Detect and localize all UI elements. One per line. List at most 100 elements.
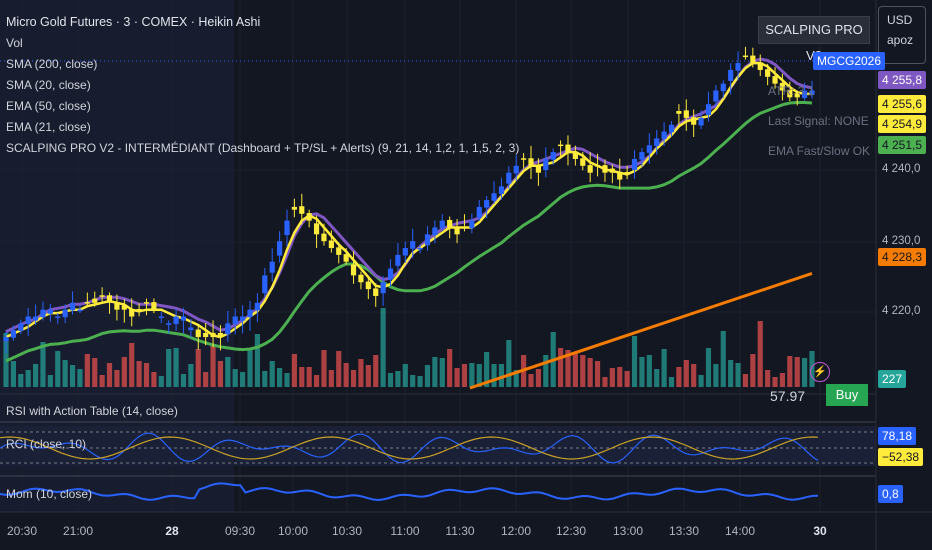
rsi-pane-label[interactable]: RSI with Action Table (14, close): [6, 404, 178, 418]
candle-body: [284, 220, 290, 236]
candle-body: [402, 248, 408, 256]
candle-body: [631, 158, 638, 170]
mom-pane-label[interactable]: Mom (10, close): [6, 487, 93, 501]
sma200-line: [469, 271, 813, 390]
volume-bar: [691, 364, 697, 387]
candle-body: [173, 316, 179, 325]
volume-bar: [210, 345, 216, 387]
legend-sma200[interactable]: SMA (200, close): [6, 57, 98, 71]
volume-bar: [373, 355, 379, 387]
volume-bar: [99, 375, 105, 387]
candle-body: [18, 323, 24, 331]
volume-bar: [787, 356, 793, 387]
candle-body: [166, 323, 172, 325]
chart-legend: Micro Gold Futures · 3 · COMEX · Heikin …: [6, 12, 519, 159]
candle-body: [77, 309, 83, 312]
candle-body: [151, 302, 157, 310]
legend-sma20[interactable]: SMA (20, close): [6, 78, 91, 92]
x-tick-label: 21:00: [62, 524, 94, 538]
lightning-icon[interactable]: ⚡: [810, 362, 830, 382]
volume-bar: [557, 348, 564, 387]
volume-bar: [602, 377, 608, 387]
candle-body: [461, 226, 468, 229]
candle-body: [232, 316, 238, 325]
candle-body: [336, 247, 342, 255]
volume-bar: [439, 358, 445, 387]
volume-bar: [291, 354, 297, 387]
candle-body: [328, 240, 334, 249]
dashboard-last-signal: Last Signal: NONE: [768, 114, 869, 128]
candle-body: [254, 302, 261, 311]
candle-body: [313, 223, 320, 235]
legend-scalping-pro[interactable]: SCALPING PRO V2 - INTERMÉDIANT (Dashboar…: [6, 141, 520, 155]
volume-bar: [277, 368, 283, 387]
volume-badge: 227: [878, 370, 907, 388]
candle-body: [750, 55, 756, 64]
candle-body: [395, 254, 401, 266]
legend-ema50[interactable]: EMA (50, close): [6, 99, 91, 113]
candle-body: [609, 168, 615, 173]
candle-body: [720, 83, 726, 92]
volume-bar: [232, 369, 238, 387]
volume-bar: [654, 369, 660, 387]
candle-body: [735, 63, 741, 71]
volume-bar: [136, 361, 142, 387]
volume-bar: [454, 368, 460, 387]
candle-body: [602, 165, 608, 173]
candle-body: [654, 138, 660, 146]
volume-bar: [772, 377, 778, 387]
volume-bar: [18, 374, 24, 387]
candle-body: [129, 308, 135, 317]
candle-body: [787, 89, 793, 98]
candle-body: [794, 93, 800, 98]
dashboard-atr: ATR: 3.1: [768, 84, 815, 98]
candle-body: [277, 241, 283, 256]
candle-body: [587, 165, 593, 173]
rci-signal-badge: −52,38: [878, 448, 924, 466]
currency-selector[interactable]: USD apoz: [878, 6, 926, 64]
volume-bar: [380, 308, 386, 387]
rci-pane-label[interactable]: RCI (close, 10): [6, 437, 87, 451]
volume-bar: [484, 352, 490, 387]
candle-body: [683, 110, 689, 118]
x-tick-label: 10:00: [277, 524, 309, 538]
candle-body: [691, 117, 697, 125]
volume-bar: [195, 349, 201, 387]
volume-bar: [794, 357, 800, 387]
volume-bar: [313, 375, 320, 387]
candle-body: [55, 316, 61, 319]
candle-body: [217, 332, 224, 338]
volume-bar: [735, 363, 741, 387]
x-tick-label: 12:30: [555, 524, 587, 538]
volume-bar: [580, 355, 586, 387]
volume-bar: [402, 364, 408, 387]
close-price-badge: 4 254,9: [878, 115, 927, 133]
symbol-badge: MGCG2026: [813, 52, 886, 70]
x-tick-label: 10:30: [331, 524, 363, 538]
volume-bar: [284, 373, 290, 387]
volume-bar: [121, 357, 127, 387]
volume-bar: [166, 349, 172, 387]
candle-body: [454, 226, 460, 235]
candle-body: [40, 309, 46, 318]
volume-bar: [336, 351, 342, 387]
volume-bar: [77, 369, 83, 387]
mom-value-badge: 0,8: [878, 485, 903, 503]
y-tick-4230: 4 230,0: [882, 235, 921, 247]
candle-body: [240, 316, 246, 321]
legend-vol[interactable]: Vol: [6, 36, 23, 50]
candle-body: [69, 302, 76, 311]
volume-bar: [143, 363, 150, 387]
volume-bar: [180, 374, 187, 387]
x-tick-label: 28: [165, 524, 179, 538]
candle-body: [506, 172, 512, 184]
x-tick-label: 13:00: [612, 524, 644, 538]
candle-body: [742, 55, 749, 58]
volume-bar: [624, 371, 630, 387]
volume-bar: [742, 374, 749, 387]
sma20-price-badge: 4 255,6: [878, 95, 927, 113]
legend-ema21[interactable]: EMA (21, close): [6, 120, 91, 134]
legend-title[interactable]: Micro Gold Futures · 3 · COMEX · Heikin …: [6, 15, 261, 29]
volume-bar: [55, 351, 61, 387]
